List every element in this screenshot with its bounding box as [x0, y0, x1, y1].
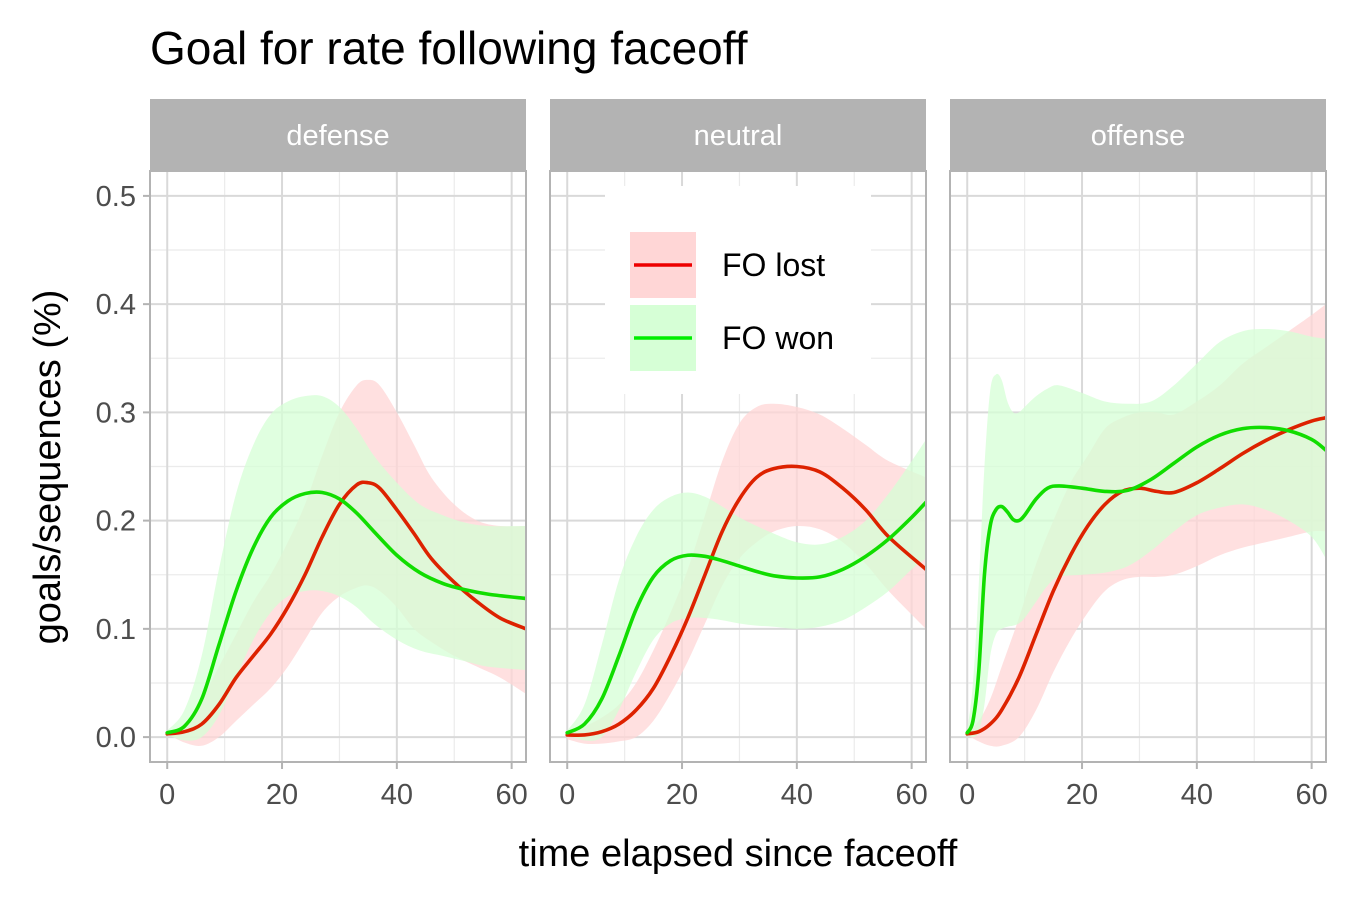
- x-tick-label: 0: [159, 779, 175, 811]
- ribbon-fo-won: [167, 395, 526, 741]
- legend: FO lost FO won: [605, 186, 871, 394]
- x-tick-label: 40: [381, 779, 413, 811]
- x-tick-label: 40: [1181, 779, 1213, 811]
- x-tick-label: 20: [1066, 779, 1098, 811]
- y-axis: 0.0 0.1 0.2 0.3 0.4 0.5: [96, 181, 150, 754]
- y-tick-label: 0.0: [96, 722, 136, 754]
- x-tick-label: 60: [496, 779, 528, 811]
- x-tick-label: 20: [666, 779, 698, 811]
- x-axis-title: time elapsed since faceoff: [519, 833, 958, 875]
- panels-layer: defense 0 20 40 60 neutral 0 20 40 60 offense 0 20 40…: [149, 99, 1328, 811]
- strip-offense: [950, 99, 1326, 171]
- x-tick-label: 0: [959, 779, 975, 811]
- line-fo-won: [165, 490, 526, 735]
- legend-label: FO won: [722, 320, 834, 356]
- y-tick-label: 0.5: [96, 181, 136, 213]
- y-tick-label: 0.3: [96, 397, 136, 429]
- line-fo-won: [965, 425, 1326, 735]
- chart-title: Goal for rate following faceoff: [150, 22, 748, 74]
- ribbon-fo-lost: [567, 403, 926, 745]
- series-group: [165, 379, 526, 746]
- y-axis-title: goals/sequences (%): [27, 290, 69, 645]
- panel-defense: defense 0 20 40 60: [149, 99, 528, 811]
- x-tick-label: 0: [559, 779, 575, 811]
- strip-label: defense: [286, 120, 389, 152]
- strip-defense: [150, 99, 526, 171]
- panel-neutral: neutral 0 20 40 60: [549, 99, 928, 811]
- x-tick-label: 40: [781, 779, 813, 811]
- x-tick-label: 60: [1296, 779, 1328, 811]
- y-tick-label: 0.1: [96, 614, 136, 646]
- series-group: [565, 403, 926, 745]
- line-fo-won: [565, 500, 926, 735]
- panel-border: [549, 170, 927, 763]
- panel-border: [149, 170, 527, 763]
- panel-offense: offense 0 20 40 60: [949, 99, 1328, 811]
- ribbon-fo-won: [567, 439, 926, 741]
- legend-label: FO lost: [722, 247, 825, 283]
- y-tick-label: 0.4: [96, 289, 136, 321]
- line-fo-lost: [565, 464, 926, 737]
- x-tick-label: 20: [266, 779, 298, 811]
- strip-neutral: [550, 99, 926, 171]
- x-tick-label: 60: [896, 779, 928, 811]
- series-group: [965, 304, 1326, 747]
- strip-label: neutral: [694, 120, 783, 152]
- panel-border: [949, 170, 1327, 763]
- line-fo-lost: [165, 480, 526, 736]
- y-tick-label: 0.2: [96, 506, 136, 538]
- strip-label: offense: [1091, 120, 1186, 152]
